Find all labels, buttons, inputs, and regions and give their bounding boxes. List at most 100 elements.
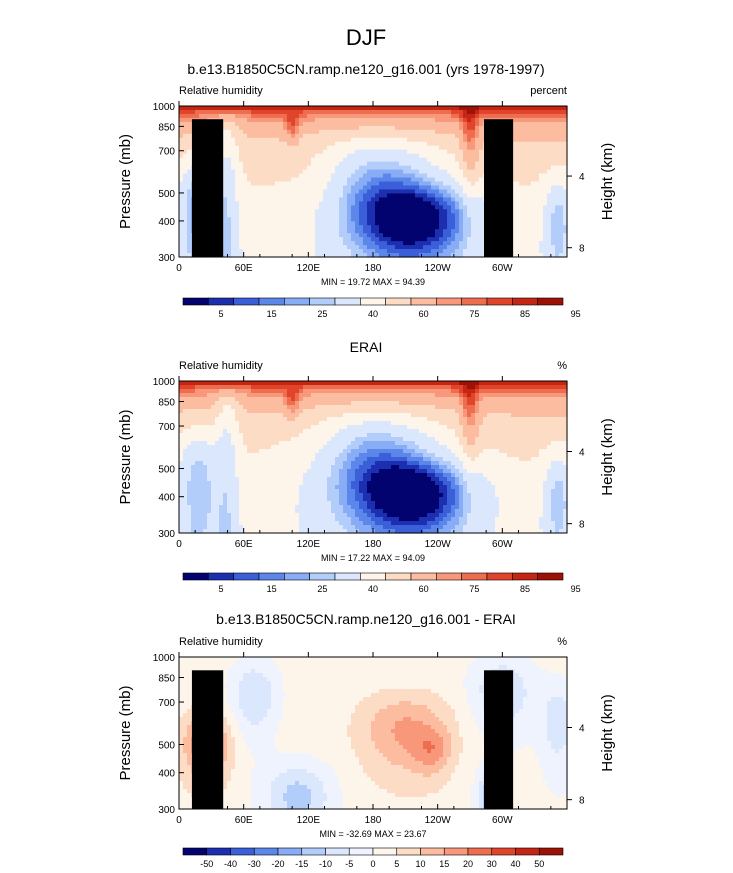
field-cell	[375, 237, 380, 242]
field-cell	[291, 245, 296, 250]
field-cell	[187, 201, 192, 206]
field-cell	[379, 149, 384, 155]
field-cell	[391, 121, 396, 127]
field-cell	[267, 241, 272, 246]
field-cell	[463, 165, 468, 171]
field-cell	[391, 381, 396, 386]
field-cell	[303, 405, 308, 410]
field-cell	[291, 393, 296, 398]
field-cell	[203, 413, 208, 418]
field-cell	[439, 409, 444, 414]
field-cell	[195, 405, 200, 410]
field-cell	[371, 113, 376, 119]
field-cell	[415, 185, 420, 191]
field-cell	[459, 193, 464, 198]
field-cell	[403, 185, 408, 191]
field-cell	[375, 137, 380, 143]
field-cell	[415, 249, 420, 254]
field-cell	[479, 249, 484, 254]
field-cell	[455, 249, 460, 254]
colorbar-tick-label: 40	[368, 309, 378, 319]
field-cell	[263, 153, 268, 159]
field-cell	[547, 149, 552, 155]
field-cell	[551, 113, 556, 119]
field-cell	[207, 397, 212, 402]
field-cell	[239, 193, 244, 198]
field-cell	[275, 153, 280, 159]
field-cell	[539, 209, 544, 214]
field-cell	[387, 201, 392, 206]
field-cell	[359, 137, 364, 143]
field-cell	[463, 129, 468, 135]
field-cell	[351, 117, 356, 123]
field-cell	[251, 185, 256, 191]
field-cell	[511, 397, 516, 402]
field-cell	[287, 161, 292, 167]
field-cell	[299, 381, 304, 386]
field-cell	[223, 217, 228, 222]
field-cell	[247, 173, 252, 179]
field-cell	[563, 157, 568, 163]
field-cell	[315, 429, 320, 434]
field-cell	[183, 421, 188, 426]
field-cell	[207, 425, 212, 430]
field-cell	[419, 245, 424, 250]
field-cell	[535, 401, 540, 406]
field-cell	[355, 117, 360, 123]
field-cell	[283, 149, 288, 155]
field-cell	[223, 153, 228, 159]
field-cell	[343, 425, 348, 430]
field-cell	[279, 401, 284, 406]
field-cell	[363, 397, 368, 402]
field-cell	[355, 106, 360, 111]
field-cell	[183, 409, 188, 414]
field-cell	[415, 161, 420, 167]
field-cell	[411, 181, 416, 187]
field-cell	[531, 425, 536, 430]
field-cell	[403, 381, 408, 386]
field-cell	[223, 125, 228, 131]
field-cell	[351, 397, 356, 402]
field-cell	[335, 109, 340, 115]
field-cell	[331, 217, 336, 222]
field-cell	[295, 129, 300, 135]
field-cell	[403, 197, 408, 202]
field-label: Relative humidity	[179, 85, 263, 97]
field-cell	[463, 169, 468, 175]
field-cell	[515, 193, 520, 198]
field-cell	[307, 106, 312, 111]
field-cell	[447, 249, 452, 254]
field-cell	[259, 189, 264, 195]
field-cell	[347, 137, 352, 143]
field-cell	[523, 125, 528, 131]
field-cell	[291, 137, 296, 143]
field-cell	[451, 189, 456, 195]
field-cell	[235, 237, 240, 242]
field-cell	[531, 169, 536, 175]
field-cell	[427, 221, 432, 226]
field-cell	[235, 425, 240, 430]
field-cell	[511, 153, 516, 159]
field-cell	[307, 137, 312, 143]
field-cell	[527, 181, 532, 187]
field-cell	[519, 213, 524, 218]
field-cell	[383, 149, 388, 155]
field-cell	[239, 137, 244, 143]
field-cell	[259, 401, 264, 406]
field-cell	[251, 181, 256, 187]
field-cell	[543, 185, 548, 191]
field-cell	[311, 389, 316, 394]
field-cell	[515, 409, 520, 414]
field-cell	[527, 237, 532, 242]
field-cell	[539, 221, 544, 226]
field-cell	[555, 113, 560, 119]
field-cell	[383, 197, 388, 202]
field-cell	[451, 385, 456, 390]
field-cell	[519, 189, 524, 195]
field-cell	[447, 141, 452, 147]
field-cell	[255, 213, 260, 218]
field-cell	[231, 421, 236, 426]
field-cell	[423, 217, 428, 222]
field-cell	[303, 205, 308, 210]
field-cell	[179, 106, 184, 111]
